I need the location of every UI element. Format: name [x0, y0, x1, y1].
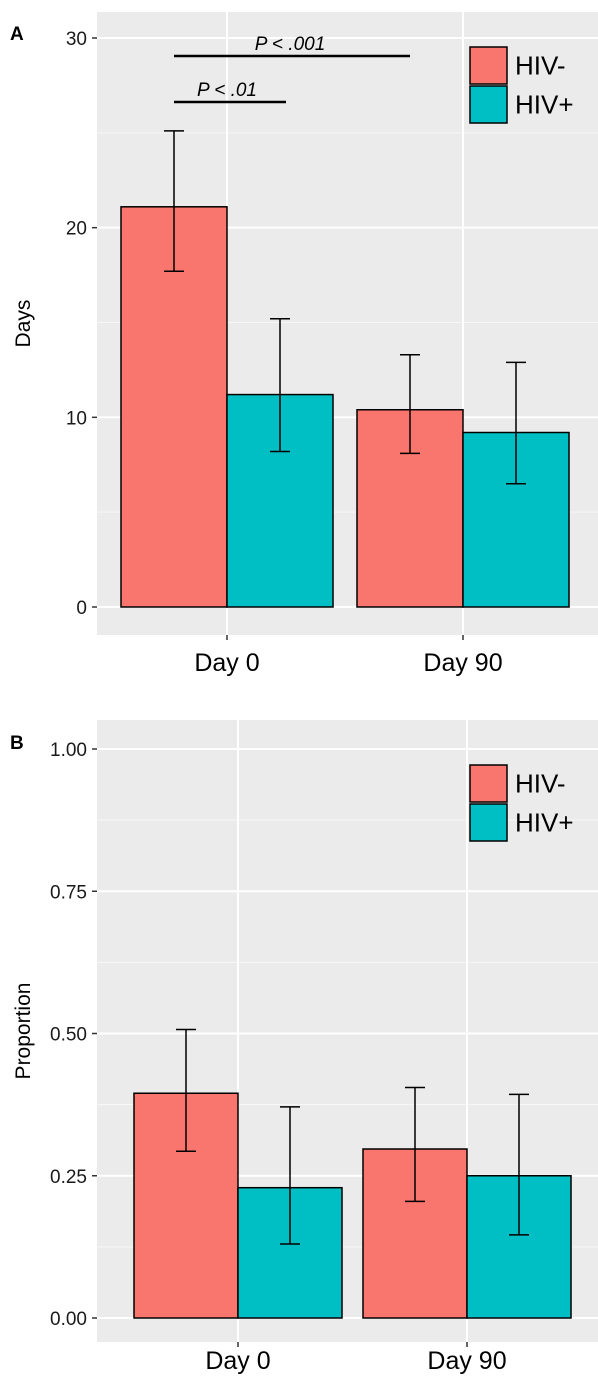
legend-label: HIV-	[515, 769, 566, 799]
panel-letter: B	[10, 733, 24, 754]
y-tick-label: 1.00	[50, 740, 87, 761]
legend: HIV- HIV+	[469, 46, 574, 124]
legend-label: HIV+	[515, 90, 574, 120]
x-tick-label: Day 90	[427, 1347, 506, 1375]
y-tick-label: 0.25	[50, 1167, 87, 1188]
x-tick-label: Day 0	[194, 649, 259, 677]
legend-swatch	[469, 46, 508, 85]
y-tick-label: 0	[76, 598, 87, 619]
significance-label: P < .001	[255, 34, 326, 55]
y-axis-label: Proportion	[12, 983, 35, 1080]
x-tick-label: Day 0	[205, 1347, 270, 1375]
panel-letter: A	[10, 24, 24, 45]
y-tick-label: 0.75	[50, 882, 87, 903]
legend-swatch	[469, 803, 508, 842]
significance-label: P < .01	[197, 80, 257, 101]
y-tick-label: 10	[66, 408, 87, 429]
chart-panel-b: 0.00 0.25 0.50 0.75 1.00 Day 0 Day 90 Proportio…	[10, 720, 598, 1375]
x-tick-label: Day 90	[423, 649, 502, 677]
legend-swatch	[469, 764, 508, 803]
legend-swatch	[469, 85, 508, 124]
legend-label: HIV+	[515, 808, 574, 838]
legend-label: HIV-	[515, 51, 566, 81]
y-tick-label: 30	[66, 29, 87, 50]
chart-panel-a: 0 10 20 30 Day 0 Day 90 Days A HIV- HIV+ P < .01 P …	[10, 12, 598, 677]
y-axis-label: Days	[12, 300, 35, 348]
y-tick-label: 20	[66, 219, 87, 240]
y-tick-label: 0.00	[50, 1309, 87, 1330]
bar-hiv-neg-day0	[120, 206, 228, 608]
y-tick-label: 0.50	[50, 1025, 87, 1046]
legend: HIV- HIV+	[469, 764, 574, 842]
